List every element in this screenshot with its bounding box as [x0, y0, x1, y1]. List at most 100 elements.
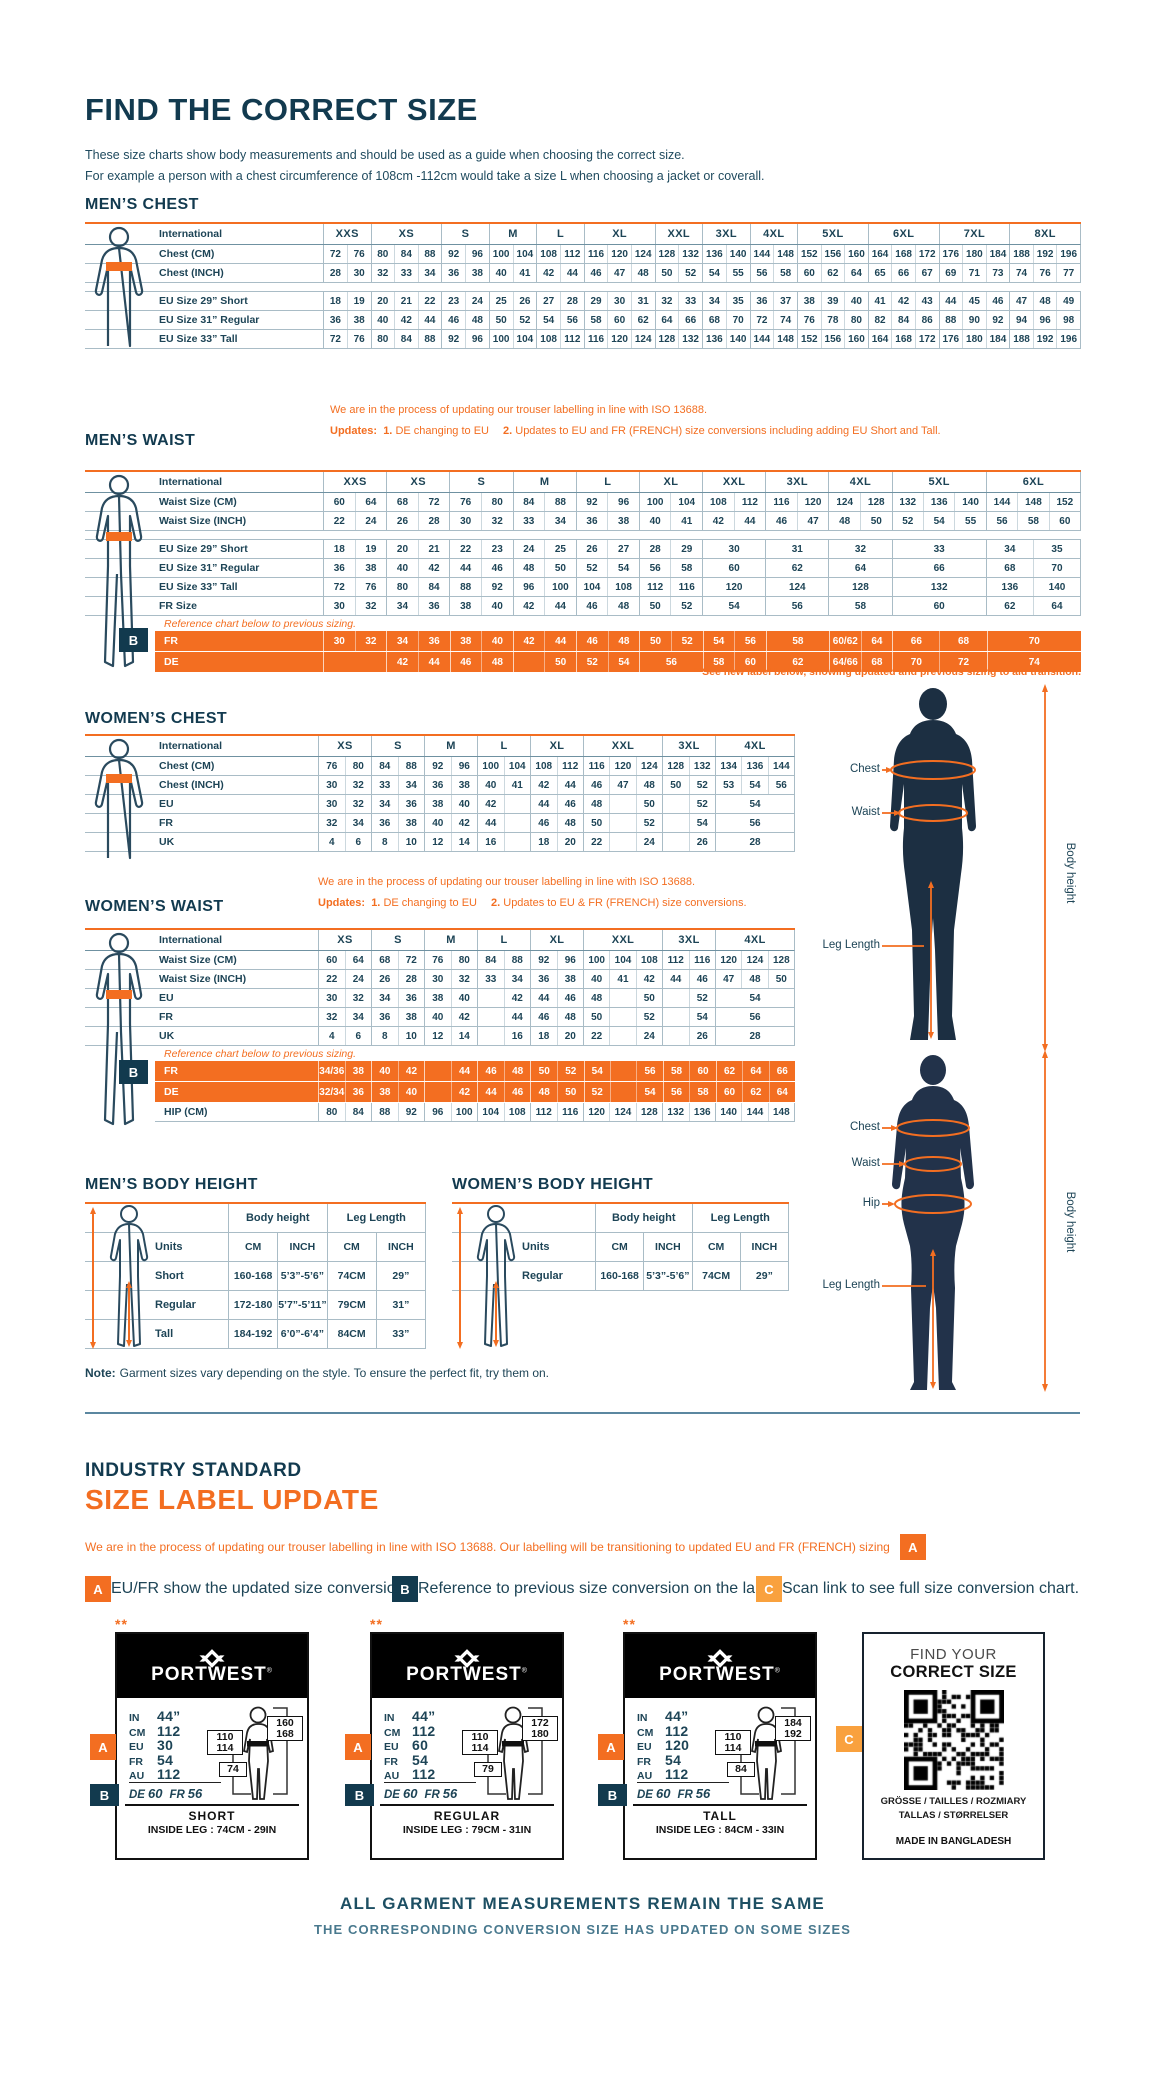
size-cell: 50 52	[654, 264, 703, 282]
table-row: EU Size 29” Short 18 19 20 21 22 23 24 25 26 27 28 2…	[85, 540, 1081, 559]
height-range-box: 160 168	[267, 1716, 303, 1741]
size-cell: 52	[662, 989, 715, 1007]
size-cell: 100 104	[638, 493, 702, 511]
fit-name: SHORT	[188, 1809, 236, 1823]
size-cell: 76 80	[424, 951, 477, 969]
size-cell: 96 100	[424, 1103, 477, 1121]
iso-update-paragraph: We are in the process of updating our tr…	[85, 1534, 926, 1560]
previous-size-line: DE 60 FR 56	[129, 1782, 221, 1803]
size-cell: 32 34	[318, 1008, 371, 1026]
size-cell: 33	[891, 540, 986, 558]
label-size-rows: IN 44” CM 112 EU 120 FR 54 AU 112	[637, 1708, 689, 1782]
size-cell: 58	[828, 597, 891, 615]
size-header-row: International XS S M L XL XXL 3XL 4XL	[85, 930, 795, 951]
fit-name: REGULAR	[433, 1809, 501, 1823]
size-cell: 100 104	[488, 330, 537, 348]
size-cell: 40 41	[488, 264, 537, 282]
row-label: FR	[159, 1011, 173, 1023]
chest-label: Chest	[849, 763, 880, 775]
size-cell: 144 148	[749, 330, 798, 348]
womens-chest-heading: WOMEN’S CHEST	[85, 710, 228, 727]
size-cell: 68 70	[702, 311, 750, 329]
table-row: FR 34/36 38 40 42 44 46 48 50 52 54 56 58 60 62 64 66	[155, 1061, 795, 1082]
size-col-header: 4XL	[715, 930, 794, 950]
size-cell: 30 32	[318, 795, 371, 813]
table-row: FR 30 32 34 36 38 40 42 44 46 48 50 52 54 56 58 60/62 64 6…	[155, 631, 1081, 652]
inside-leg-text: INSIDE LEG : 74CM - 29IN	[147, 1824, 277, 1836]
size-cell: 58 60	[702, 652, 766, 672]
value-cell: 33”	[375, 1320, 425, 1348]
value-cell: 84CM	[326, 1320, 376, 1348]
row-label: Waist Size (CM)	[159, 496, 237, 508]
body-height-label: Body height	[1064, 842, 1076, 904]
label-person-icon	[740, 1706, 796, 1800]
row-label: International	[159, 740, 223, 752]
portwest-size-label: ** PORTWEST® IN 44” CM 112 EU 30 FR 54 AU 112 DE 6…	[90, 1616, 309, 1860]
group-header: Leg Length	[326, 1204, 426, 1232]
section-divider	[85, 1412, 1080, 1414]
row-label: FR	[164, 1065, 178, 1077]
row-label: EU Size 29” Short	[159, 543, 248, 555]
row-label: Chest (INCH)	[159, 267, 224, 279]
size-cell: 58	[765, 631, 829, 651]
size-cell: 36 37	[749, 292, 798, 310]
size-cell: 40 42	[424, 814, 477, 832]
size-cell: 42	[477, 795, 530, 813]
table-row: Chest (CM) 72 76 80 84 88 92 96 100 104 108 112 116 1…	[85, 245, 1081, 264]
value-cell: 5’7”-5’11”	[277, 1291, 327, 1319]
size-cell: 32 34	[318, 814, 371, 832]
size-cell: 34 36	[386, 597, 449, 615]
qr-languages: GRÖSSE / TAILLES / ROZMIARY TALLAS / STØ…	[880, 1796, 1027, 1822]
table-row: FR 32 34 36 38 40 42 44 46 48 50 52 54 56	[85, 1008, 795, 1027]
size-cell: 54	[662, 1008, 715, 1026]
size-cell: 38 40	[449, 631, 513, 651]
mens-chest-table: International XXS XS S M L XL XXL 3XL 4XL 5XL 6XL 7X…	[85, 222, 1081, 349]
size-cell: 26 27	[575, 540, 639, 558]
size-cell: 44	[477, 814, 530, 832]
size-cell: 72 76	[323, 330, 371, 348]
size-cell: 132 136	[662, 1103, 715, 1121]
table-row: Chest (INCH) 30 32 33 34 36 38 40 41 42 44 46 47 48 50…	[85, 776, 795, 795]
size-cell: 60	[891, 597, 986, 615]
row-label: EU Size 31” Regular	[159, 314, 260, 326]
badge-c: C	[836, 1726, 862, 1752]
badge-b: B	[598, 1784, 627, 1806]
size-cell: 48 50	[530, 1082, 583, 1102]
brand-name: PORTWEST®	[151, 1663, 273, 1685]
size-cell: 56 58	[749, 264, 798, 282]
size-cell: 33 34	[371, 776, 424, 794]
size-cell: 56	[765, 597, 828, 615]
size-cell: 20 21	[386, 540, 449, 558]
cell: Units	[522, 1241, 550, 1253]
value-cell: 29”	[739, 1262, 788, 1290]
size-cell: 24 25	[512, 540, 576, 558]
size-cell: 54	[715, 989, 794, 1007]
size-cell: 54	[715, 795, 794, 813]
unit-header: CM	[595, 1233, 643, 1261]
size-cell: 54	[702, 597, 765, 615]
size-cell: 38 40	[424, 989, 477, 1007]
size-cell: 96 100	[512, 578, 576, 596]
reference-note: Reference chart below to previous sizing…	[164, 1047, 357, 1060]
portwest-diamond-icon	[707, 1648, 733, 1668]
size-cell: 60	[702, 559, 765, 577]
table-row: Chest (INCH) 28 30 32 33 34 36 38 40 41 42 44 46 47 48…	[85, 264, 1081, 283]
reference-note: Reference chart below to previous sizing…	[164, 617, 357, 630]
size-cell: 72 76	[323, 245, 371, 263]
size-cell: 116 120	[765, 493, 828, 511]
size-cell: 92 96	[424, 757, 477, 775]
waist-label: Waist	[851, 1157, 880, 1169]
size-cell: 132 136 140	[891, 493, 986, 511]
label-divider	[633, 1804, 807, 1806]
size-cell: 26 28	[371, 970, 424, 988]
label-header: PORTWEST®	[372, 1634, 562, 1698]
size-col-header: XL	[530, 930, 583, 950]
height-range-box: 184 192	[775, 1716, 811, 1741]
size-cell: 53 54 56	[715, 776, 794, 794]
size-cell: 46 48	[575, 597, 639, 615]
size-cell: 120	[702, 578, 765, 596]
size-cell: 32/34 36	[318, 1082, 371, 1102]
size-cell: 30 32	[323, 597, 386, 615]
size-cell: 50 52	[530, 1061, 583, 1081]
